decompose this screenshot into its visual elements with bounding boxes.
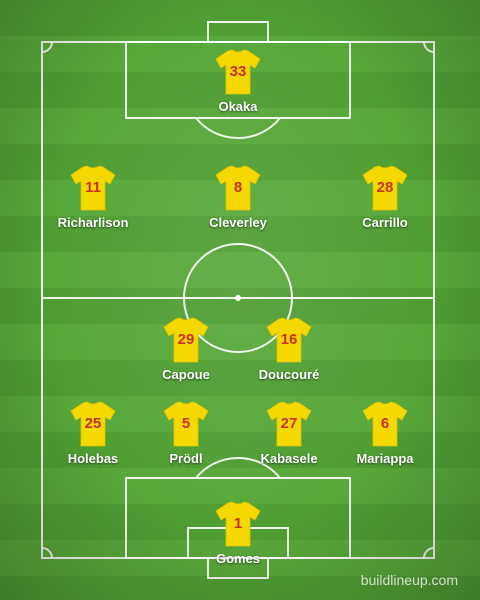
shirt-icon: 27 xyxy=(265,400,313,448)
player-name: Holebas xyxy=(67,451,119,466)
shirt-number: 11 xyxy=(85,179,101,196)
shirt-icon: 1 xyxy=(214,500,262,548)
shirt-icon: 33 xyxy=(214,48,262,96)
corner-arc-bottom-right xyxy=(423,547,435,559)
center-circle xyxy=(183,243,293,353)
shirt-icon: 11 xyxy=(69,164,117,212)
player-cleverley[interactable]: 8 Cleverley xyxy=(183,164,293,230)
shirt-icon: 16 xyxy=(265,316,313,364)
player-richarlison[interactable]: 11 Richarlison xyxy=(38,164,148,230)
shirt-icon: 5 xyxy=(162,400,210,448)
player-name: Cleverley xyxy=(209,215,267,230)
player-gomes[interactable]: 1 Gomes xyxy=(183,500,293,566)
shirt-number: 1 xyxy=(233,515,243,532)
player-name: Okaka xyxy=(218,99,258,114)
player-name: Doucouré xyxy=(258,367,320,382)
shirt-number: 5 xyxy=(181,415,191,432)
player-name: Prödl xyxy=(169,451,203,466)
player-mariappa[interactable]: 6 Mariappa xyxy=(330,400,440,466)
player-name: Capoue xyxy=(162,367,210,382)
player-prodl[interactable]: 5 Prödl xyxy=(131,400,241,466)
player-name: Kabasele xyxy=(260,451,318,466)
shirt-icon: 29 xyxy=(162,316,210,364)
shirt-number: 16 xyxy=(280,331,298,348)
player-carrillo[interactable]: 28 Carrillo xyxy=(330,164,440,230)
player-name: Carrillo xyxy=(362,215,408,230)
center-spot xyxy=(235,295,241,301)
corner-arc-top-right xyxy=(423,41,435,53)
corner-arc-bottom-left xyxy=(41,547,53,559)
shirt-number: 27 xyxy=(280,415,298,432)
shirt-icon: 6 xyxy=(361,400,409,448)
shirt-number: 28 xyxy=(376,179,394,196)
player-kabasele[interactable]: 27 Kabasele xyxy=(234,400,344,466)
shirt-icon: 28 xyxy=(361,164,409,212)
player-name: Gomes xyxy=(215,551,261,566)
player-capoue[interactable]: 29 Capoue xyxy=(131,316,241,382)
bottom-goal xyxy=(207,557,269,579)
shirt-number: 33 xyxy=(229,63,247,80)
player-holebas[interactable]: 25 Holebas xyxy=(38,400,148,466)
watermark: buildlineup.com xyxy=(360,572,458,588)
player-doucoure[interactable]: 16 Doucouré xyxy=(234,316,344,382)
shirt-number: 29 xyxy=(177,331,195,348)
top-penalty-arc xyxy=(195,117,281,140)
shirt-number: 6 xyxy=(380,415,390,432)
player-name: Mariappa xyxy=(356,451,414,466)
bottom-penalty-arc xyxy=(195,456,281,479)
top-goal xyxy=(207,21,269,43)
shirt-icon: 8 xyxy=(214,164,262,212)
shirt-number: 8 xyxy=(233,179,243,196)
player-name: Richarlison xyxy=(57,215,129,230)
shirt-number: 25 xyxy=(84,415,102,432)
player-okaka[interactable]: 33 Okaka xyxy=(183,48,293,114)
shirt-icon: 25 xyxy=(69,400,117,448)
corner-arc-top-left xyxy=(41,41,53,53)
